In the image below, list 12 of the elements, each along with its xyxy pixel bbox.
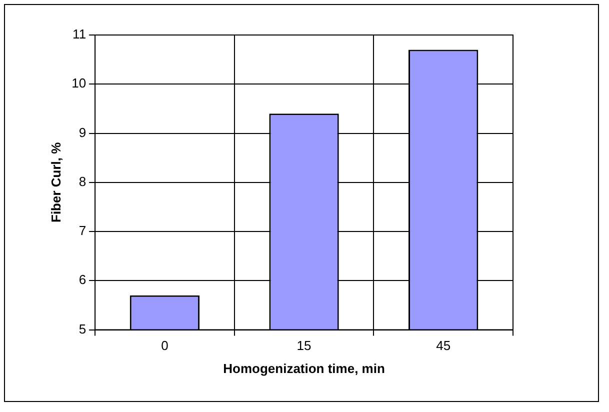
y-tick-label: 8: [78, 174, 86, 189]
x-tick-label: 0: [161, 338, 168, 354]
x-tick-label: 45: [436, 338, 451, 354]
x-tick-label: 15: [296, 338, 312, 354]
y-tick-label: 6: [78, 272, 86, 288]
x-axis-title: Homogenization time, min: [223, 360, 385, 376]
y-tick-label: 11: [72, 26, 86, 42]
y-axis-title: Fiber Curl, %: [48, 142, 64, 222]
y-tick-label: 9: [78, 124, 86, 140]
y-tick-label: 5: [78, 321, 86, 336]
y-tick-label: 10: [72, 76, 86, 91]
y-tick-label: 7: [78, 223, 86, 238]
